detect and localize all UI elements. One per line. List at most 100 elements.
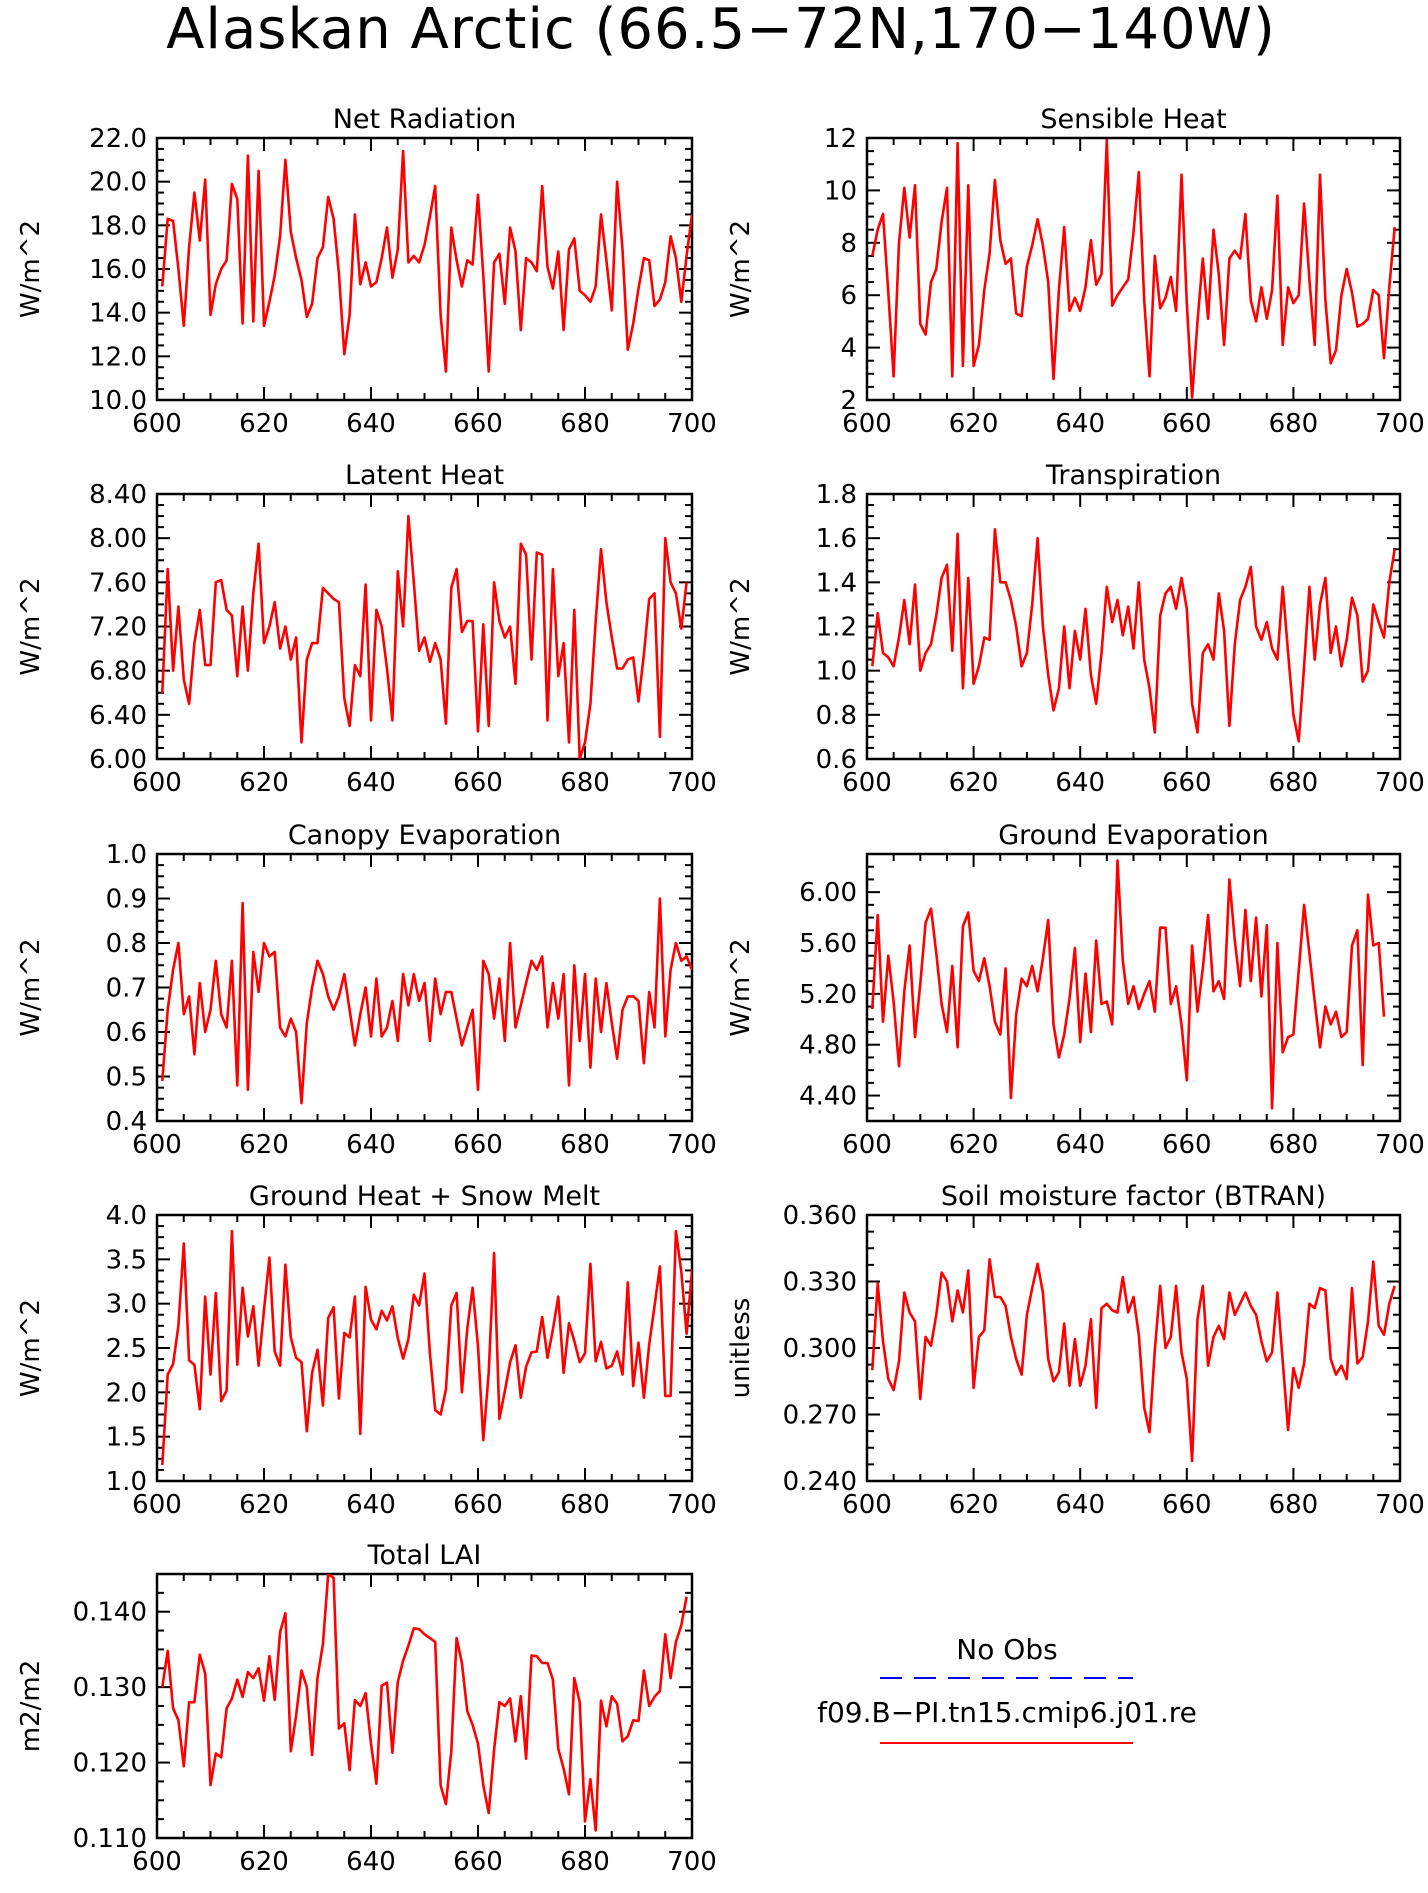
x-tick-label: 640: [1055, 1130, 1105, 1160]
y-tick-label: 8: [840, 229, 857, 259]
x-tick-label: 620: [949, 409, 999, 439]
ground-evaporation-ylabel: W/m^2: [726, 938, 756, 1036]
canopy-evaporation-title: Canopy Evaporation: [288, 820, 561, 851]
total-lai-series-line: [161, 1574, 688, 1832]
latent-heat-ylabel: W/m^2: [16, 577, 46, 675]
net-radiation-panel: Net Radiation W/m^2 600 620 640 660 680 700 10.0…: [16, 104, 717, 439]
y-tick-label: 5.20: [799, 980, 857, 1010]
y-tick-label: 1.2: [816, 613, 857, 643]
y-tick-label: 2.5: [106, 1334, 147, 1364]
y-tick-label: 6.80: [89, 657, 147, 687]
figure-title: Alaskan Arctic (66.5−72N,170−140W): [166, 0, 1276, 62]
legend: No Obs f09.B−PI.tn15.cmip6.j01.re: [817, 1633, 1197, 1744]
y-tick-label: 1.8: [816, 480, 857, 510]
x-tick-label: 700: [667, 1847, 717, 1877]
y-tick-label: 10.0: [89, 386, 147, 416]
transpiration-title: Transpiration: [1045, 460, 1221, 491]
y-tick-label: 1.0: [816, 657, 857, 687]
net-radiation-frame: [155, 136, 694, 402]
x-tick-label: 680: [1269, 1490, 1319, 1520]
x-tick-label: 620: [239, 1847, 289, 1877]
x-tick-label: 600: [842, 768, 892, 798]
x-tick-label: 660: [453, 1490, 503, 1520]
x-tick-label: 640: [1055, 768, 1105, 798]
soil-moisture-factor-btran-ylabel: unitless: [726, 1298, 756, 1399]
latent-heat-series-line: [161, 514, 688, 759]
y-tick-label: 4.0: [106, 1201, 147, 1231]
y-tick-label: 3.5: [106, 1245, 147, 1275]
x-tick-label: 660: [1162, 409, 1212, 439]
canopy-evaporation-ylabel: W/m^2: [16, 938, 46, 1036]
ground-heat-snow-melt-title: Ground Heat + Snow Melt: [249, 1181, 600, 1212]
x-tick-label: 700: [1375, 1490, 1425, 1520]
y-tick-label: 0.8: [816, 701, 857, 731]
y-tick-label: 7.60: [89, 568, 147, 598]
x-tick-label: 660: [453, 1847, 503, 1877]
y-tick-label: 6: [840, 281, 857, 311]
x-tick-label: 680: [1269, 1130, 1319, 1160]
y-tick-label: 16.0: [89, 255, 147, 285]
x-tick-label: 660: [1162, 1130, 1212, 1160]
y-tick-label: 1.5: [106, 1423, 147, 1453]
x-tick-label: 620: [239, 409, 289, 439]
y-tick-label: 18.0: [89, 211, 147, 241]
y-tick-label: 2: [840, 386, 857, 416]
x-tick-label: 620: [239, 768, 289, 798]
x-tick-label: 660: [1162, 1490, 1212, 1520]
x-tick-label: 680: [560, 409, 610, 439]
x-tick-label: 700: [1375, 768, 1425, 798]
x-tick-label: 680: [560, 1847, 610, 1877]
soil-moisture-factor-btran-title: Soil moisture factor (BTRAN): [941, 1181, 1326, 1212]
sensible-heat-series-line: [871, 139, 1396, 399]
y-tick-label: 0.120: [73, 1749, 147, 1779]
y-tick-label: 20.0: [89, 168, 147, 198]
x-tick-label: 660: [453, 409, 503, 439]
x-tick-label: 640: [346, 1130, 396, 1160]
y-tick-label: 1.0: [106, 1467, 147, 1497]
x-tick-label: 680: [560, 768, 610, 798]
x-tick-label: 700: [1375, 409, 1425, 439]
ground-heat-snow-melt-series-line: [161, 1229, 692, 1466]
y-tick-label: 0.9: [106, 885, 147, 915]
y-tick-label: 0.360: [783, 1201, 857, 1231]
x-tick-label: 620: [239, 1130, 289, 1160]
y-tick-label: 6.40: [89, 701, 147, 731]
latent-heat-title: Latent Heat: [345, 460, 504, 491]
net-radiation-ylabel: W/m^2: [16, 220, 46, 318]
y-tick-label: 6.00: [89, 745, 147, 775]
y-tick-label: 0.6: [816, 745, 857, 775]
y-tick-label: 8.40: [89, 480, 147, 510]
x-tick-label: 640: [346, 409, 396, 439]
y-tick-label: 14.0: [89, 299, 147, 329]
y-tick-label: 0.300: [783, 1334, 857, 1364]
net-radiation-title: Net Radiation: [333, 104, 517, 135]
soil-moisture-factor-btran-series-line: [871, 1258, 1396, 1463]
ground-heat-snow-melt-ylabel: W/m^2: [16, 1299, 46, 1397]
y-tick-label: 12.0: [89, 342, 147, 372]
x-tick-label: 600: [842, 409, 892, 439]
x-tick-label: 600: [132, 768, 182, 798]
y-tick-label: 0.6: [106, 1018, 147, 1048]
x-tick-label: 620: [949, 1130, 999, 1160]
x-tick-label: 600: [842, 1490, 892, 1520]
ground-evaporation-panel: Ground Evaporation W/m^2 600 620 640 660 680 70…: [726, 820, 1425, 1160]
x-tick-label: 700: [1375, 1130, 1425, 1160]
x-tick-label: 700: [667, 1130, 717, 1160]
total-lai-title: Total LAI: [367, 1540, 482, 1571]
latent-heat-frame: [155, 492, 694, 761]
x-tick-label: 600: [842, 1130, 892, 1160]
x-tick-label: 640: [346, 1490, 396, 1520]
x-tick-label: 660: [1162, 768, 1212, 798]
y-tick-label: 7.20: [89, 613, 147, 643]
transpiration-series-line: [871, 527, 1396, 743]
x-tick-label: 680: [1269, 768, 1319, 798]
y-tick-label: 0.330: [783, 1268, 857, 1298]
canopy-evaporation-panel: Canopy Evaporation W/m^2 600 620 640 660 680 70…: [16, 820, 717, 1160]
x-tick-label: 640: [1055, 409, 1105, 439]
soil-moisture-factor-btran-panel: Soil moisture factor (BTRAN) unitless 600 6…: [726, 1181, 1425, 1520]
transpiration-frame: [865, 492, 1402, 761]
chart-panels: Net Radiation W/m^2 600 620 640 660 680 700 10.0…: [16, 104, 1425, 1877]
y-tick-label: 8.00: [89, 524, 147, 554]
x-tick-label: 660: [453, 1130, 503, 1160]
